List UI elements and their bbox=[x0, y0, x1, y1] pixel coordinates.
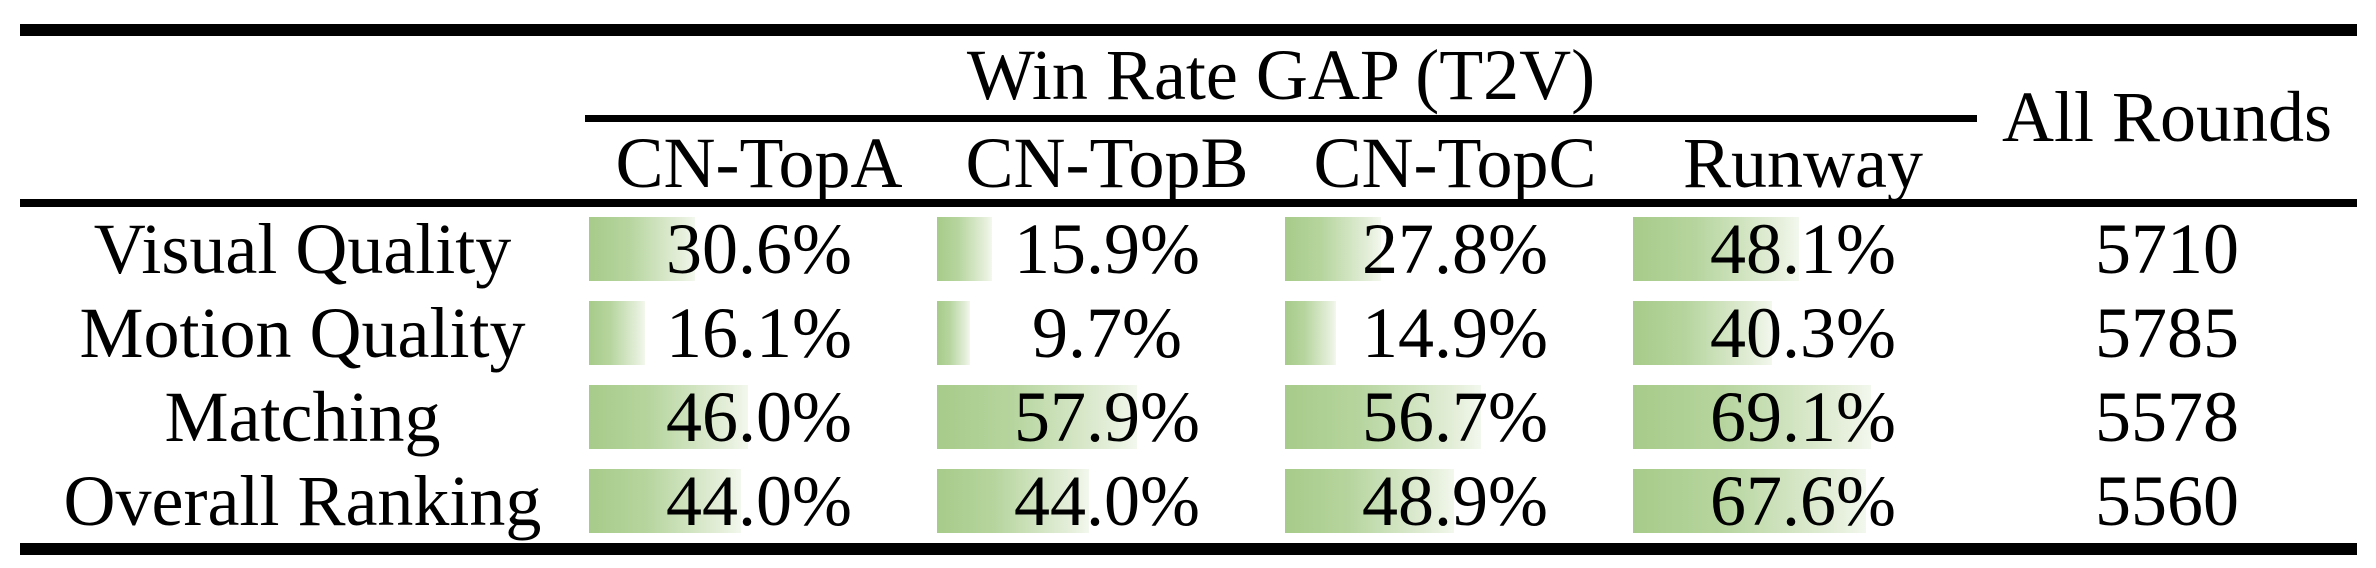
header-bottom-rule bbox=[20, 199, 2357, 207]
win-rate-value: 56.7% bbox=[1362, 376, 1548, 457]
data-bar bbox=[1285, 385, 1481, 449]
win-rate-value: 44.0% bbox=[666, 460, 852, 541]
data-bar bbox=[1633, 385, 1872, 449]
win-rate-value: 57.9% bbox=[1014, 376, 1200, 457]
win-rate-value: 15.9% bbox=[1014, 208, 1200, 289]
table-header: Win Rate GAP (T2V) CN-TopA CN-TopB CN-To… bbox=[20, 35, 2357, 203]
group-header-rule bbox=[585, 115, 1977, 122]
table-row-visual-quality: Visual Quality 30.6% 15.9% 27.8% 48.1% 5… bbox=[20, 207, 2357, 291]
win-rate-cell: 57.9% bbox=[933, 375, 1281, 459]
win-rate-cell: 48.9% bbox=[1281, 459, 1629, 543]
win-rate-value: 44.0% bbox=[1014, 460, 1200, 541]
win-rate-cell: 9.7% bbox=[933, 291, 1281, 375]
top-rule bbox=[20, 24, 2357, 36]
win-rate-cell: 16.1% bbox=[585, 291, 933, 375]
win-rate-table: Win Rate GAP (T2V) CN-TopA CN-TopB CN-To… bbox=[20, 24, 2357, 555]
all-rounds-value: 5560 bbox=[2095, 460, 2239, 541]
data-bar bbox=[937, 217, 992, 281]
all-rounds-value: 5710 bbox=[2095, 208, 2239, 289]
data-bar bbox=[589, 385, 748, 449]
data-bar bbox=[937, 469, 1089, 533]
row-label: Overall Ranking bbox=[63, 460, 542, 541]
win-rate-cell: 14.9% bbox=[1281, 291, 1629, 375]
win-rate-cell: 30.6% bbox=[585, 207, 933, 291]
group-header-title: Win Rate GAP (T2V) bbox=[966, 35, 1596, 115]
win-rate-value: 40.3% bbox=[1710, 292, 1896, 373]
win-rate-value: 30.6% bbox=[666, 208, 852, 289]
win-rate-value: 27.8% bbox=[1362, 208, 1548, 289]
win-rate-cell: 48.1% bbox=[1629, 207, 1977, 291]
column-header-cn-topc: CN-TopC bbox=[1313, 123, 1597, 203]
all-rounds-value: 5578 bbox=[2095, 376, 2239, 457]
group-header-column: Win Rate GAP (T2V) CN-TopA CN-TopB CN-To… bbox=[585, 35, 1977, 203]
win-rate-cell: 44.0% bbox=[585, 459, 933, 543]
row-label: Visual Quality bbox=[93, 208, 512, 289]
win-rate-value: 69.1% bbox=[1710, 376, 1896, 457]
win-rate-cell: 44.0% bbox=[933, 459, 1281, 543]
win-rate-value: 46.0% bbox=[666, 376, 852, 457]
column-header-cn-topb: CN-TopB bbox=[965, 123, 1249, 203]
table-row-matching: Matching 46.0% 57.9% 56.7% 69.1% 5578 bbox=[20, 375, 2357, 459]
data-bar bbox=[589, 217, 695, 281]
table-row-overall-ranking: Overall Ranking 44.0% 44.0% 48.9% 67.6% … bbox=[20, 459, 2357, 543]
data-bar bbox=[1633, 217, 1799, 281]
data-bar bbox=[937, 301, 971, 365]
win-rate-cell: 15.9% bbox=[933, 207, 1281, 291]
all-rounds-value: 5785 bbox=[2095, 292, 2239, 373]
win-rate-value: 67.6% bbox=[1710, 460, 1896, 541]
data-bar bbox=[1633, 469, 1867, 533]
bottom-rule bbox=[20, 543, 2357, 555]
win-rate-value: 9.7% bbox=[1032, 292, 1182, 373]
win-rate-value: 48.9% bbox=[1362, 460, 1548, 541]
data-bar bbox=[1285, 469, 1454, 533]
win-rate-cell: 40.3% bbox=[1629, 291, 1977, 375]
data-bar bbox=[1633, 301, 1773, 365]
data-bar bbox=[937, 385, 1137, 449]
win-rate-cell: 69.1% bbox=[1629, 375, 1977, 459]
win-rate-cell: 56.7% bbox=[1281, 375, 1629, 459]
win-rate-cell: 46.0% bbox=[585, 375, 933, 459]
data-bar bbox=[589, 469, 741, 533]
column-header-all-rounds: All Rounds bbox=[2001, 77, 2333, 157]
row-label: Matching bbox=[164, 376, 441, 457]
win-rate-cell: 67.6% bbox=[1629, 459, 1977, 543]
model-column-headers: CN-TopA CN-TopB CN-TopC Runway bbox=[585, 122, 1977, 203]
win-rate-value: 14.9% bbox=[1362, 292, 1548, 373]
column-header-cn-topa: CN-TopA bbox=[615, 123, 903, 203]
row-label: Motion Quality bbox=[79, 292, 526, 373]
data-bar bbox=[1285, 301, 1337, 365]
data-bar bbox=[1285, 217, 1381, 281]
data-bar bbox=[589, 301, 645, 365]
table-row-motion-quality: Motion Quality 16.1% 9.7% 14.9% 40.3% 57… bbox=[20, 291, 2357, 375]
header-spacer bbox=[20, 36, 585, 199]
column-header-runway: Runway bbox=[1683, 123, 1923, 203]
win-rate-value: 48.1% bbox=[1710, 208, 1896, 289]
win-rate-value: 16.1% bbox=[666, 292, 852, 373]
win-rate-cell: 27.8% bbox=[1281, 207, 1629, 291]
